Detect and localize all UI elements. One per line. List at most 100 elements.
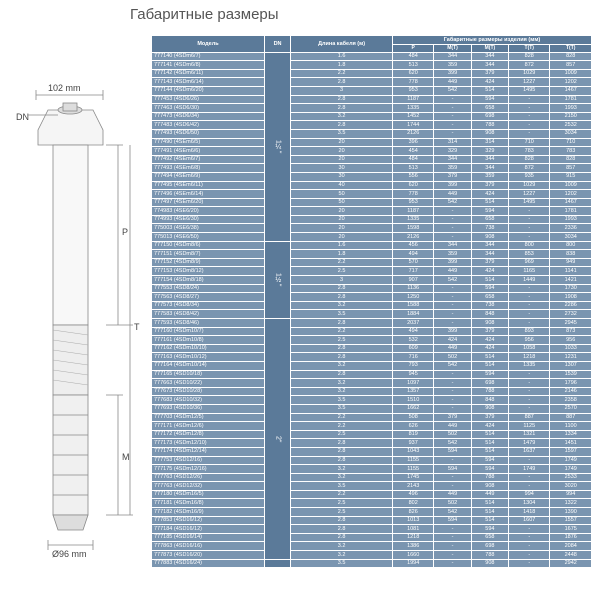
cell-value: - — [434, 95, 471, 104]
cell-model: 777494 (4SEm6/9) — [152, 172, 265, 181]
table-row: 777753 (4SD12/16)2.81155-594-1749 — [152, 456, 592, 465]
cell-value: 937 — [393, 439, 434, 448]
cell-value: 514 — [471, 353, 508, 362]
col-dn: DN — [264, 36, 290, 53]
cell-value: - — [434, 379, 471, 388]
cell-value: 1637 — [509, 447, 550, 456]
cell-model: 775013 (4SE6/50) — [152, 233, 265, 242]
cell-value: 1202 — [550, 190, 592, 199]
cell-model: 777663 (4SD10/22) — [152, 379, 265, 388]
cell-value: 594 — [434, 447, 471, 456]
table-row: 777172 (4SDm12/8)2.581950251413211334 — [152, 430, 592, 439]
table-row: 777174 (4SDm12/14)2.8104359451416371597 — [152, 447, 592, 456]
cell-value: 1510 — [393, 396, 434, 405]
cell-value: - — [434, 396, 471, 405]
cell-value: 379 — [471, 69, 508, 78]
cell-value: 788 — [471, 387, 508, 396]
cell-value: - — [434, 215, 471, 224]
table-row: 775003 (4SE6/38)201598-738-2336 — [152, 224, 592, 233]
cell-value: 20 — [291, 207, 393, 216]
cell-value: 1994 — [393, 559, 434, 568]
cell-model: 777873 (4SD16/20) — [152, 551, 265, 560]
cell-value: 1029 — [509, 69, 550, 78]
table-header: Модель DN Длина кабеля (м) Габаритные ра… — [152, 36, 592, 53]
cell-model: 777173 (4SDm12/10) — [152, 439, 265, 448]
cell-value: - — [509, 473, 550, 482]
cell-value: - — [434, 542, 471, 551]
cell-value: 716 — [393, 353, 434, 362]
table-row: 777763 (4SD12/26)3.21745-788-2533 — [152, 473, 592, 482]
cell-value: 3.2 — [291, 361, 393, 370]
cell-value: - — [509, 233, 550, 242]
cell-model: 774993 (4SE6/30) — [152, 215, 265, 224]
cell-value: 1081 — [393, 525, 434, 534]
cell-value: 887 — [509, 413, 550, 422]
cell-value: 872 — [509, 164, 550, 173]
cell-value: 2.2 — [291, 69, 393, 78]
cell-value: 344 — [471, 61, 508, 70]
cell-value: 3.5 — [291, 482, 393, 491]
cell-value: 1781 — [550, 95, 592, 104]
cell-value: 2126 — [393, 129, 434, 138]
cell-value: - — [509, 482, 550, 491]
table-row: 777182 (4SDm16/9)2.582654251414181390 — [152, 508, 592, 517]
cell-value: - — [509, 95, 550, 104]
cell-value: - — [434, 224, 471, 233]
cell-value: 1557 — [550, 516, 592, 525]
cell-value: - — [509, 533, 550, 542]
cell-model: 777165 (4SD10/18) — [152, 370, 265, 379]
cell-value: 1539 — [550, 370, 592, 379]
cell-value: - — [509, 293, 550, 302]
cell-value: 1993 — [550, 215, 592, 224]
cell-value: 2.2 — [291, 327, 393, 336]
main-container: 102 mm DN P — [0, 27, 600, 578]
cell-value: 514 — [471, 361, 508, 370]
cell-model: 774983 (4SE6/20) — [152, 207, 265, 216]
table-row: 774993 (4SE6/30)201335-658-1993 — [152, 215, 592, 224]
cell-value: 379 — [471, 327, 508, 336]
table-row: 777693 (4SD10/36)3.51662-908-2570 — [152, 404, 592, 413]
cell-value: 20 — [291, 224, 393, 233]
cell-value: 956 — [550, 336, 592, 345]
cell-model: 777141 (4SDm6/8) — [152, 61, 265, 70]
cell-value: 449 — [434, 267, 471, 276]
cell-value: 1335 — [393, 215, 434, 224]
spec-table-container: Модель DN Длина кабеля (м) Габаритные ра… — [151, 35, 592, 570]
cell-value: 802 — [393, 499, 434, 508]
cell-value: 2146 — [550, 387, 592, 396]
cell-value: 778 — [393, 190, 434, 199]
cell-value: 449 — [434, 190, 471, 199]
cell-value: 3034 — [550, 129, 592, 138]
cell-value: 1479 — [509, 439, 550, 448]
cell-value: 2.5 — [291, 430, 393, 439]
cell-value: 424 — [471, 336, 508, 345]
cell-value: 2286 — [550, 301, 592, 310]
cell-value: - — [434, 207, 471, 216]
cell-value: 514 — [471, 430, 508, 439]
cell-value: - — [434, 473, 471, 482]
cell-model: 777163 (4SDm10/12) — [152, 353, 265, 362]
cell-value: 994 — [550, 490, 592, 499]
cell-value: - — [509, 284, 550, 293]
cell-model: 777583 (4SD8/42) — [152, 310, 265, 319]
cell-value: 953 — [393, 198, 434, 207]
cell-value: - — [509, 542, 550, 551]
cell-value: 494 — [393, 327, 434, 336]
cell-value: 2.8 — [291, 456, 393, 465]
cell-value: 828 — [550, 155, 592, 164]
table-row: 777863 (4SD16/16)3.21386-698-2084 — [152, 542, 592, 551]
cell-dn-group — [264, 559, 290, 568]
cell-model: 777150 (4SDm8/6) — [152, 241, 265, 250]
cell-value: 1187 — [393, 207, 434, 216]
table-row: 777153 (4SDm8/12)2.571744942411651141 — [152, 267, 592, 276]
table-row: 777873 (4SD16/20)3.21660-788-2448 — [152, 551, 592, 560]
cell-model: 777553 (4SD8/24) — [152, 284, 265, 293]
cell-value: 857 — [550, 164, 592, 173]
cell-model: 777853 (4SD16/12) — [152, 516, 265, 525]
cell-value: 1321 — [509, 430, 550, 439]
cell-value: 1357 — [393, 387, 434, 396]
cell-value: - — [509, 215, 550, 224]
cell-value: 658 — [471, 215, 508, 224]
cell-value: 788 — [471, 473, 508, 482]
table-row: 777492 (4SEm6/7)20484344344828828 — [152, 155, 592, 164]
